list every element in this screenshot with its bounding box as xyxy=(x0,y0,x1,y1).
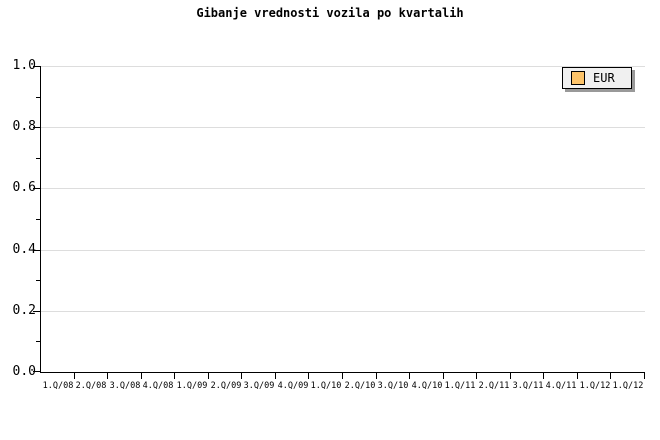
x-tick xyxy=(577,373,578,379)
y-major-tick xyxy=(33,311,40,312)
y-major-tick xyxy=(33,66,40,67)
y-tick-label: 0.8 xyxy=(12,119,36,134)
x-tick-label: 4.Q/10 xyxy=(411,381,443,391)
y-tick-label: 0.6 xyxy=(12,180,36,195)
x-tick-label: 2.Q/08 xyxy=(75,381,107,391)
x-tick xyxy=(610,373,611,379)
y-tick-label: 0.0 xyxy=(12,364,36,379)
y-tick-label: 1.0 xyxy=(12,58,36,73)
x-tick-label: 1.Q/09 xyxy=(176,381,208,391)
x-tick-label: 4.Q/11 xyxy=(545,381,577,391)
x-tick xyxy=(308,373,309,379)
y-minor-tick xyxy=(36,280,40,281)
y-minor-tick xyxy=(36,219,40,220)
y-minor-tick xyxy=(36,97,40,98)
x-tick xyxy=(241,373,242,379)
x-tick xyxy=(543,373,544,379)
gridline xyxy=(41,250,645,251)
x-tick xyxy=(376,373,377,379)
chart-title: Gibanje vrednosti vozila po kvartalih xyxy=(196,6,464,20)
x-tick-label: 3.Q/09 xyxy=(243,381,275,391)
legend: EUR xyxy=(562,67,632,89)
x-tick-label: 2.Q/09 xyxy=(210,381,242,391)
gridline xyxy=(41,188,645,189)
x-tick-label: 1.Q/08 xyxy=(42,381,74,391)
y-minor-tick xyxy=(36,158,40,159)
x-tick xyxy=(476,373,477,379)
legend-swatch-eur xyxy=(571,71,585,85)
y-major-tick xyxy=(33,371,40,372)
y-major-tick xyxy=(33,250,40,251)
plot-area: EUR xyxy=(33,66,645,379)
x-tick xyxy=(208,373,209,379)
x-tick-label: 2.Q/10 xyxy=(344,381,376,391)
gridline xyxy=(41,66,645,67)
y-tick-label: 0.4 xyxy=(12,242,36,257)
y-tick-label: 0.2 xyxy=(12,303,36,318)
x-tick-label: 3.Q/11 xyxy=(512,381,544,391)
x-tick-label: 3.Q/10 xyxy=(377,381,409,391)
gridline xyxy=(41,127,645,128)
x-tick-label: 3.Q/08 xyxy=(109,381,141,391)
x-tick-label: 1.Q/10 xyxy=(310,381,342,391)
x-tick-label: 2.Q/11 xyxy=(478,381,510,391)
x-tick-label: 1.Q/12 xyxy=(612,381,644,391)
x-tick-label: 1.Q/12 xyxy=(579,381,611,391)
legend-label-eur: EUR xyxy=(593,71,615,85)
x-tick xyxy=(443,373,444,379)
gridline xyxy=(41,311,645,312)
x-tick xyxy=(510,373,511,379)
y-major-tick xyxy=(33,127,40,128)
x-tick-label: 1.Q/11 xyxy=(444,381,476,391)
x-tick xyxy=(107,373,108,379)
x-tick xyxy=(409,373,410,379)
x-tick-label: 4.Q/09 xyxy=(277,381,309,391)
y-minor-tick xyxy=(36,341,40,342)
x-tick xyxy=(141,373,142,379)
y-major-tick xyxy=(33,188,40,189)
x-tick xyxy=(342,373,343,379)
x-tick xyxy=(174,373,175,379)
x-tick xyxy=(644,373,645,379)
x-tick xyxy=(74,373,75,379)
x-tick-label: 4.Q/08 xyxy=(142,381,174,391)
x-tick xyxy=(275,373,276,379)
